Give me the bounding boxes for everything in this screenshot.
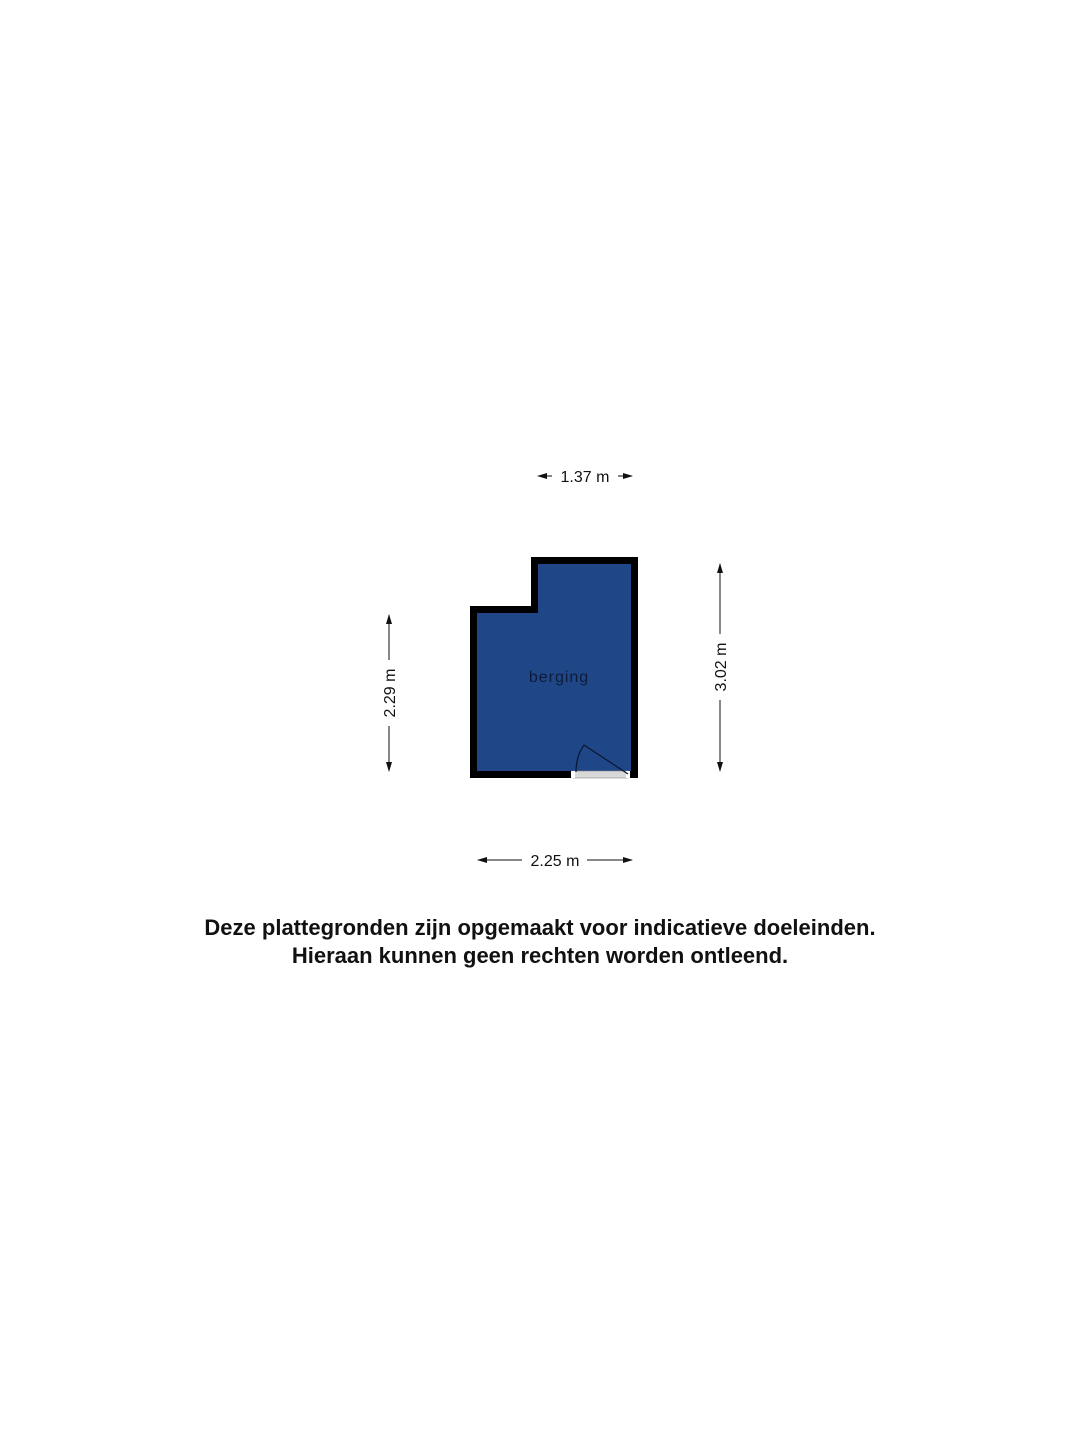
disclaimer: Deze plattegronden zijn opgemaakt voor i… <box>0 914 1080 970</box>
dimension-top: 1.37 m <box>561 469 610 486</box>
room-label: berging <box>529 669 589 686</box>
disclaimer-line-2: Hieraan kunnen geen rechten worden ontle… <box>291 943 789 968</box>
door-swing-arc <box>575 744 585 773</box>
disclaimer-line-1: Deze plattegronden zijn opgemaakt voor i… <box>204 915 876 940</box>
room-berging <box>477 564 631 771</box>
door-leaf <box>583 744 629 775</box>
dimension-bottom: 2.25 m <box>531 853 580 870</box>
dimension-left: 2.29 m <box>382 669 399 718</box>
dimension-right: 3.02 m <box>713 643 730 692</box>
door-jamb <box>626 771 630 778</box>
door-jamb <box>571 771 575 778</box>
door-sill <box>572 770 629 779</box>
